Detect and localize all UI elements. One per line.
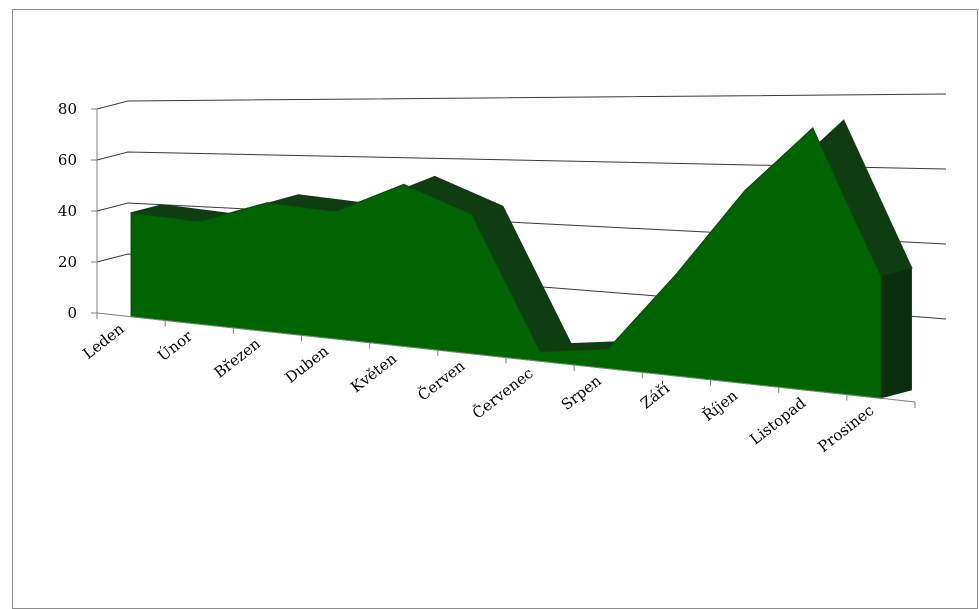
x-tick-label-4: Duben bbox=[282, 342, 333, 387]
data-point-2 bbox=[198, 220, 200, 223]
y-tick-label-80: 80 bbox=[58, 100, 77, 118]
y-tick-label-20: 20 bbox=[58, 253, 77, 271]
gridline-40 bbox=[96, 202, 947, 245]
y-tick-label-60: 60 bbox=[58, 151, 77, 169]
data-point-3 bbox=[266, 202, 269, 204]
x-tick-label-6: Červen bbox=[414, 357, 468, 405]
data-point-11 bbox=[812, 127, 814, 129]
x-tick-label-1: Leden bbox=[79, 319, 127, 362]
data-point-6 bbox=[471, 213, 473, 215]
gridline-80 bbox=[96, 93, 947, 110]
axes bbox=[91, 108, 916, 408]
data-point-10 bbox=[743, 190, 746, 192]
y-tick-label-40: 40 bbox=[58, 202, 77, 220]
x-tick-label-2: Únor bbox=[154, 327, 196, 365]
y-tick-label-0: 0 bbox=[67, 304, 77, 322]
gridline-60 bbox=[96, 151, 947, 170]
x-tick-label-10: Říjen bbox=[699, 386, 741, 425]
x-tick-label-3: Březen bbox=[211, 334, 265, 381]
data-point-12 bbox=[880, 275, 882, 277]
x-tick-label-12: Prosinec bbox=[814, 401, 877, 456]
x-tick-label-7: Červenec bbox=[469, 364, 537, 422]
x-tick-label-8: Srpen bbox=[558, 371, 605, 413]
data-point-7 bbox=[539, 351, 541, 353]
x-tick-label-11: Listopad bbox=[746, 394, 809, 449]
data-point-5 bbox=[403, 183, 405, 185]
data-point-1 bbox=[130, 212, 132, 214]
x-tick-label-5: Květen bbox=[347, 349, 400, 396]
area-end-face bbox=[880, 268, 912, 399]
x-tick-label-9: Září bbox=[637, 379, 673, 413]
data-point-9 bbox=[675, 273, 678, 275]
data-point-8 bbox=[607, 348, 609, 350]
data-point-4 bbox=[334, 210, 337, 212]
area-series bbox=[130, 119, 913, 399]
